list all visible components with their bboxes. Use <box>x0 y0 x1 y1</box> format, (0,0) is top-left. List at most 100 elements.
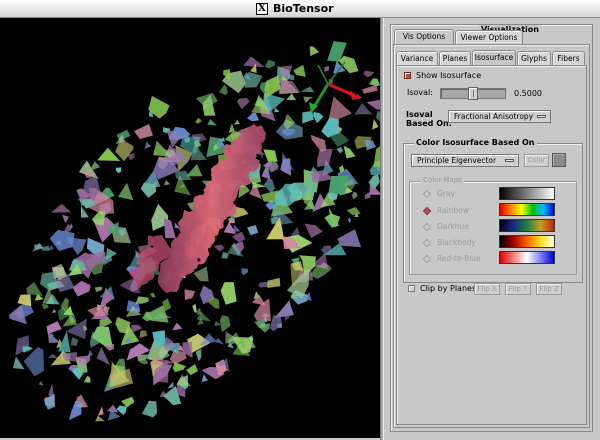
tab-vis-options[interactable]: Vis Options <box>394 29 454 44</box>
isosurface-fragment <box>233 336 254 354</box>
isosurface-fragment <box>182 341 193 358</box>
isosurface-fragment <box>152 330 166 349</box>
isosurface-fragment <box>185 164 203 177</box>
isosurface-fragment <box>134 124 153 140</box>
colormap-gray-radio[interactable] <box>422 189 432 198</box>
isosurface-fragment <box>338 165 345 173</box>
isosurface-fragment <box>186 364 198 376</box>
isosurface-fragment <box>90 251 107 266</box>
isosurface-fragment <box>63 224 72 233</box>
color-swatch[interactable] <box>552 153 566 167</box>
isosurface-fragment <box>225 331 239 344</box>
isoval-slider[interactable] <box>440 87 506 100</box>
colormap-red-to-blue-option[interactable]: Red-to-Blue <box>422 254 481 263</box>
flip-x-button[interactable]: Flip X <box>474 283 500 295</box>
colormap-gray-option[interactable]: Gray <box>422 189 455 198</box>
tab-planes[interactable]: Planes <box>439 51 471 65</box>
isosurface-fragment <box>252 182 267 189</box>
isosurface-fragment <box>167 381 174 389</box>
isosurface-fragment <box>8 304 27 325</box>
tab-glyphs[interactable]: Glyphs <box>517 51 551 65</box>
isosurface-fragment <box>310 134 327 153</box>
isoval-slider-thumb[interactable] <box>468 87 478 100</box>
colormap-darkhue-option[interactable]: Darkhue <box>422 222 469 231</box>
isosurface-fragment <box>303 96 314 104</box>
isosurface-fragment <box>166 130 180 148</box>
isosurface-fragment <box>107 222 119 233</box>
isosurface-fragment <box>70 337 79 346</box>
colormap-blackbody-option[interactable]: Blackbody <box>422 238 476 247</box>
visualization-frame: Visualization <box>390 24 593 432</box>
isosurface-fragment <box>369 78 380 87</box>
clip-by-planes-checkbox[interactable] <box>408 285 415 292</box>
isosurface-fragment <box>58 330 71 353</box>
tab-fibers[interactable]: Fibers <box>552 51 585 65</box>
isosurface-fragment <box>280 65 293 78</box>
isosurface-fragment <box>47 353 59 359</box>
clip-by-planes-label: Clip by Planes <box>420 284 477 293</box>
isosurface-fragment <box>89 161 101 171</box>
colormap-blackbody-label: Blackbody <box>437 238 476 247</box>
flip-y-button[interactable]: Flip Y <box>505 283 531 295</box>
clip-by-planes-row[interactable]: Clip by Planes <box>408 284 476 293</box>
isosurface-fragment <box>368 174 380 190</box>
isosurface-fragment <box>72 280 91 297</box>
isosurface-fragment <box>219 315 231 333</box>
isosurface-fragment <box>310 170 334 183</box>
flip-z-button[interactable]: Flip Z <box>536 283 562 295</box>
color-based-on-dropdown[interactable]: Principle Eigenvector <box>411 154 519 167</box>
isosurface-fragment <box>105 248 118 261</box>
isosurface-fragment <box>139 358 149 365</box>
isosurface-fragment <box>144 141 152 150</box>
colormap-rainbow-radio[interactable] <box>422 206 432 215</box>
dropdown-indicator-icon <box>537 115 546 118</box>
isosurface-fragment <box>348 217 352 223</box>
isosurface-fragment <box>300 86 315 93</box>
tab-isosurface[interactable]: Isosurface <box>472 50 516 65</box>
isosurface-fragment <box>321 245 332 255</box>
isosurface-fragment <box>269 315 283 332</box>
isosurface-fragment <box>228 123 235 134</box>
isosurface-fragment <box>354 212 359 218</box>
isosurface-fragment <box>13 356 25 370</box>
isosurface-fragment <box>135 296 149 304</box>
colormap-darkhue-radio[interactable] <box>422 222 432 231</box>
isosurface-fragment <box>266 216 285 240</box>
colormap-blackbody-radio[interactable] <box>422 238 432 247</box>
colormap-red-to-blue-radio[interactable] <box>422 254 432 263</box>
isosurface-fragment <box>258 281 270 288</box>
isosurface-fragment <box>247 225 259 236</box>
isoval-based-on-dropdown[interactable]: Fractional Anisotropy <box>448 110 551 123</box>
isosurface-fragment <box>344 178 355 194</box>
isosurface-fragment <box>207 119 217 126</box>
isosurface-fragment <box>327 41 347 62</box>
tab-viewer-options[interactable]: Viewer Options <box>455 30 523 44</box>
isosurface-fragment <box>216 359 227 366</box>
isosurface-fragment <box>95 415 105 422</box>
isosurface-fragment <box>337 229 362 248</box>
isosurface-fragment <box>321 117 339 138</box>
colormap-rainbow-option[interactable]: Rainbow <box>422 206 469 215</box>
isosurface-fragment <box>192 304 197 313</box>
isosurface-fragment <box>317 148 333 168</box>
tab-variance[interactable]: Variance <box>396 51 438 65</box>
isosurface-fragment <box>305 292 312 301</box>
x-window-icon[interactable]: X <box>256 3 268 15</box>
panel-divider[interactable] <box>380 18 384 440</box>
isosurface-fragment <box>214 337 225 345</box>
isosurface-fragment <box>165 149 176 159</box>
show-isosurface-checkbox[interactable] <box>404 72 411 79</box>
isosurface-fragment <box>354 102 373 115</box>
isosurface-fragment <box>313 111 324 124</box>
render-viewport[interactable] <box>0 18 380 438</box>
isosurface-fragment <box>324 66 330 72</box>
isoval-based-on-label-2: Based On: <box>406 119 452 128</box>
color-button[interactable]: Color <box>524 154 549 167</box>
isosurface-fragment <box>115 138 134 162</box>
show-isosurface-row[interactable]: Show Isosurface <box>404 71 481 80</box>
isosurface-fragment <box>373 146 380 168</box>
isosurface-fragment <box>299 255 316 276</box>
isosurface-fragment <box>278 80 301 95</box>
isosurface-fragment <box>249 182 262 200</box>
isosurface-fragment <box>144 305 169 323</box>
